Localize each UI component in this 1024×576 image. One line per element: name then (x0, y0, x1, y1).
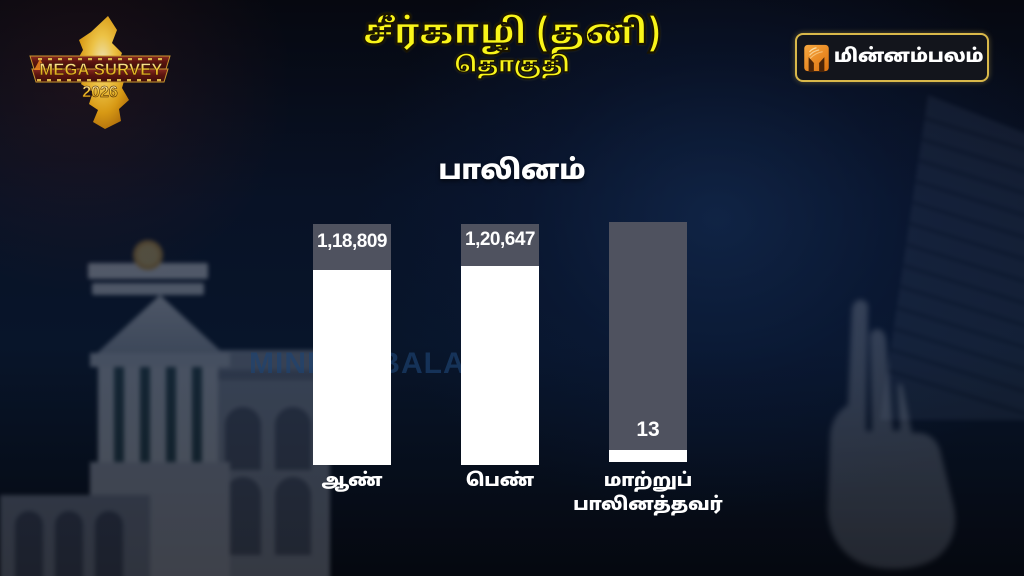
svg-text:2026: 2026 (82, 84, 118, 101)
